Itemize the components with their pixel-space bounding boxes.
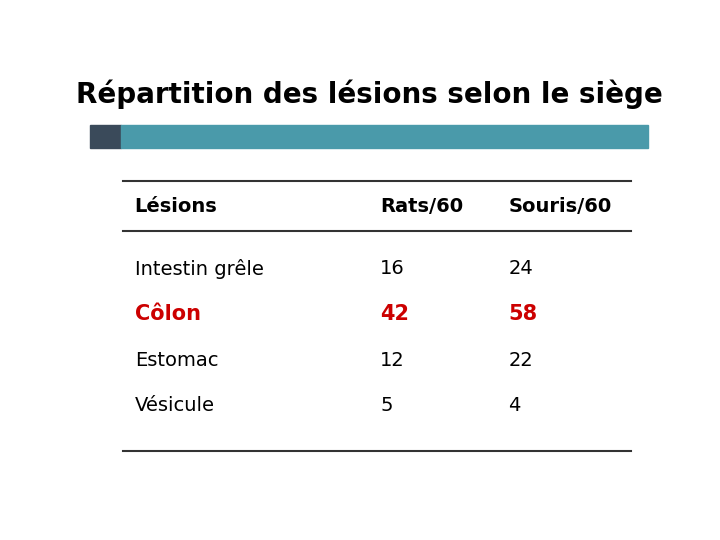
Text: 16: 16 bbox=[380, 259, 405, 278]
Text: 22: 22 bbox=[508, 350, 534, 369]
Bar bbox=[90, 125, 121, 148]
Text: 4: 4 bbox=[508, 396, 521, 415]
Text: Côlon: Côlon bbox=[135, 304, 201, 325]
Text: 58: 58 bbox=[508, 304, 538, 325]
Bar bbox=[121, 125, 648, 148]
Text: Souris/60: Souris/60 bbox=[508, 197, 612, 215]
Text: Intestin grêle: Intestin grêle bbox=[135, 259, 264, 279]
Text: 12: 12 bbox=[380, 350, 405, 369]
Text: Répartition des lésions selon le siège: Répartition des lésions selon le siège bbox=[76, 79, 662, 109]
Text: 5: 5 bbox=[380, 396, 392, 415]
Text: 24: 24 bbox=[508, 259, 534, 278]
Text: Rats/60: Rats/60 bbox=[380, 197, 463, 215]
Text: Lésions: Lésions bbox=[135, 197, 217, 215]
Text: 42: 42 bbox=[380, 304, 409, 325]
Text: Vésicule: Vésicule bbox=[135, 396, 215, 415]
Text: Estomac: Estomac bbox=[135, 350, 218, 369]
